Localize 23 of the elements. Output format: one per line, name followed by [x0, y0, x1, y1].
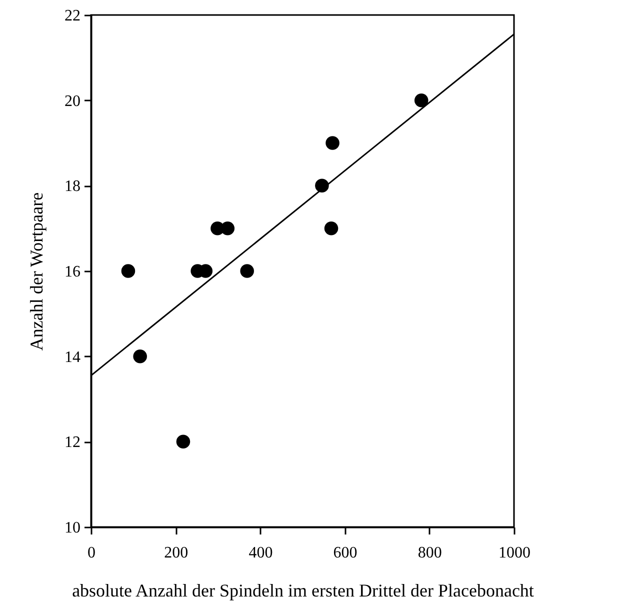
y-tick-label: 16 [64, 264, 80, 280]
x-tick-label: 400 [248, 544, 273, 562]
point [414, 93, 428, 108]
x-axis-title: absolute Anzahl der Spindeln im ersten Drittel der Placebonacht [72, 580, 534, 600]
x-tick-label: 1000 [498, 544, 530, 562]
point [324, 221, 338, 236]
y-tick-label: 20 [64, 92, 80, 110]
y-tick-label: 12 [64, 434, 80, 452]
y-tick-label: 18 [64, 178, 80, 196]
y-tick-label: 14 [64, 348, 80, 366]
x-tick-label: 0 [88, 544, 96, 562]
point [121, 264, 136, 278]
point [176, 434, 190, 449]
x-tick-label: 800 [418, 544, 442, 562]
x-tick-label: 600 [333, 544, 358, 562]
point [220, 221, 235, 236]
point [326, 136, 340, 150]
point [240, 264, 254, 278]
y-tick-label: 22 [64, 8, 80, 24]
x-tick-label: 200 [164, 544, 188, 562]
y-axis-title: Anzahl der Wortpaare [26, 192, 46, 351]
y-tick-label: 10 [64, 520, 80, 536]
point [133, 349, 147, 364]
